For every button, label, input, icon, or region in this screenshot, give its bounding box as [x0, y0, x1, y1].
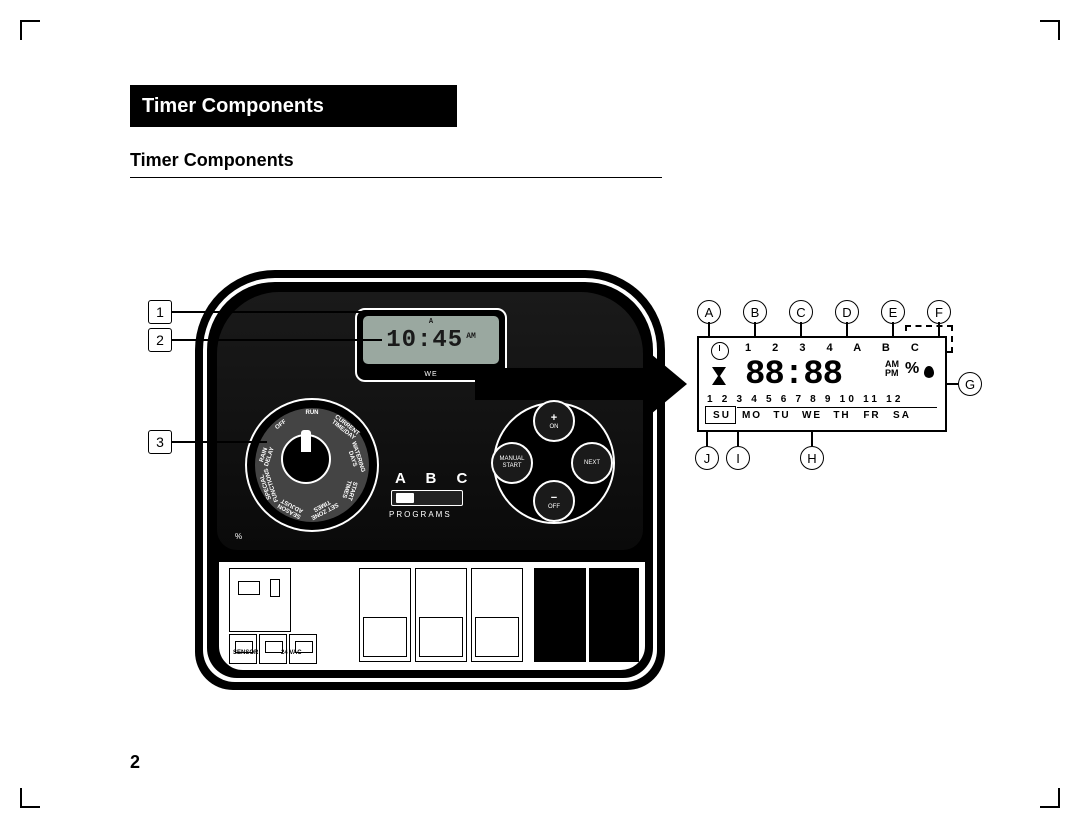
manual-start-button[interactable]: MANUALSTART: [491, 442, 533, 484]
detail-percent: %: [905, 360, 919, 378]
programs-label: PROGRAMS: [389, 510, 452, 519]
callout-H: H: [800, 446, 824, 470]
dial-pos-setzone: SET ZONE TIMES: [304, 494, 341, 521]
callout-J: J: [695, 446, 719, 470]
lcd-program-indicator: A: [363, 318, 499, 326]
leader-line: [708, 322, 710, 336]
leader-line: [172, 441, 267, 443]
day-sa: SA: [887, 410, 917, 421]
connector-blank-1: [534, 568, 586, 662]
sensor-block: [229, 568, 291, 632]
detail-digits: 88:88: [745, 356, 842, 394]
next-label: NEXT: [584, 460, 600, 467]
minus-icon: −: [551, 492, 557, 504]
minus-off-button[interactable]: −OFF: [533, 480, 575, 522]
drop-icon: [924, 366, 934, 378]
callout-A: A: [697, 300, 721, 324]
terminal: [289, 634, 317, 664]
dial-pos-current: CURRENT TIME/DAY: [327, 412, 363, 444]
leader-line: [846, 322, 848, 336]
lcd-ampm: AM: [466, 332, 476, 341]
clock-icon: [711, 342, 729, 360]
hourglass-icon: [711, 366, 727, 386]
dial-pos-rain: RAIN DELAY: [256, 437, 279, 475]
terminal-panel: SENSOR 24 VAC: [217, 560, 647, 672]
lcd-screen: A 10:45 AM: [363, 316, 499, 364]
start-label: START: [502, 463, 521, 470]
sensor-label: SENSOR: [233, 650, 258, 656]
leader-line: [706, 430, 708, 446]
button-cluster: +ON MANUALSTART NEXT −OFF: [493, 402, 611, 520]
dial-knob[interactable]: [281, 434, 331, 484]
terminal: [259, 634, 287, 664]
day-rule: [737, 407, 937, 408]
connector-1: [359, 568, 411, 662]
dial[interactable]: RUN OFF CURRENT TIME/DAY WATERING DAYS S…: [245, 398, 379, 532]
on-label: ON: [550, 424, 559, 431]
detail-ampm: AMPM: [885, 360, 899, 378]
callout-I: I: [726, 446, 750, 470]
lcd-time: 10:45: [386, 327, 463, 354]
dial-pos-run: RUN: [294, 410, 330, 416]
page: Timer Components Timer Components 2 1 2 …: [0, 0, 1080, 828]
leader-line: [811, 430, 813, 446]
callout-G: G: [958, 372, 982, 396]
plus-icon: +: [551, 412, 557, 424]
off-label: OFF: [548, 504, 560, 511]
leader-line: [172, 311, 376, 313]
detail-numbers: 1 2 3 4 5 6 7 8 9 10 11 12: [707, 394, 904, 405]
callout-C: C: [789, 300, 813, 324]
leader-line: [737, 430, 739, 446]
arrow-shaft: [475, 368, 653, 400]
connector-3: [471, 568, 523, 662]
title-bar: Timer Components: [130, 85, 457, 127]
terminal: [229, 634, 257, 664]
day-mo: MO: [737, 410, 767, 421]
plus-on-button[interactable]: +ON: [533, 400, 575, 442]
manual-label: MANUAL: [499, 456, 524, 463]
callout-2: 2: [148, 328, 172, 352]
program-letters: A B C: [395, 470, 475, 487]
callout-1: 1: [148, 300, 172, 324]
callout-D: D: [835, 300, 859, 324]
page-number: 2: [130, 752, 140, 773]
connector-2: [415, 568, 467, 662]
leader-line: [754, 322, 756, 336]
crop-mark: [20, 20, 40, 40]
program-switch[interactable]: [391, 490, 463, 506]
crop-mark: [1040, 20, 1060, 40]
leader-line: [172, 339, 382, 341]
day-tu: TU: [767, 410, 797, 421]
callout-F: F: [927, 300, 951, 324]
connector-blank-2: [589, 568, 639, 662]
dial-pos-off: OFF: [265, 412, 297, 439]
lcd-detail: 1 2 3 4 A B C 88:88 AMPM % 1 2 3 4 5 6 7…: [697, 336, 947, 432]
callout-3: 3: [148, 430, 172, 454]
callout-E: E: [881, 300, 905, 324]
dial-pos-watering: WATERING DAYS: [344, 439, 367, 477]
section-subheading: Timer Components: [130, 150, 662, 178]
callout-B: B: [743, 300, 767, 324]
timer-device: A 10:45 AM WE RUN OFF CURRENT TIME/DAY W…: [195, 270, 665, 690]
vac-label: 24 VAC: [281, 650, 302, 656]
crop-mark: [1040, 788, 1060, 808]
detail-top-row: 1 2 3 4 A B C: [745, 342, 928, 354]
day-su: SU: [707, 410, 737, 421]
dial-pointer: [301, 430, 311, 452]
next-button[interactable]: NEXT: [571, 442, 613, 484]
leader-line: [892, 322, 894, 336]
terminal-row-1: [229, 634, 317, 662]
detail-days: SUMOTUWETHFRSA: [707, 410, 917, 421]
day-th: TH: [827, 410, 857, 421]
day-we: WE: [797, 410, 827, 421]
percent-label: %: [235, 532, 242, 541]
crop-mark: [20, 788, 40, 808]
day-fr: FR: [857, 410, 887, 421]
arrow-head-icon: [651, 354, 687, 414]
leader-line: [800, 322, 802, 336]
